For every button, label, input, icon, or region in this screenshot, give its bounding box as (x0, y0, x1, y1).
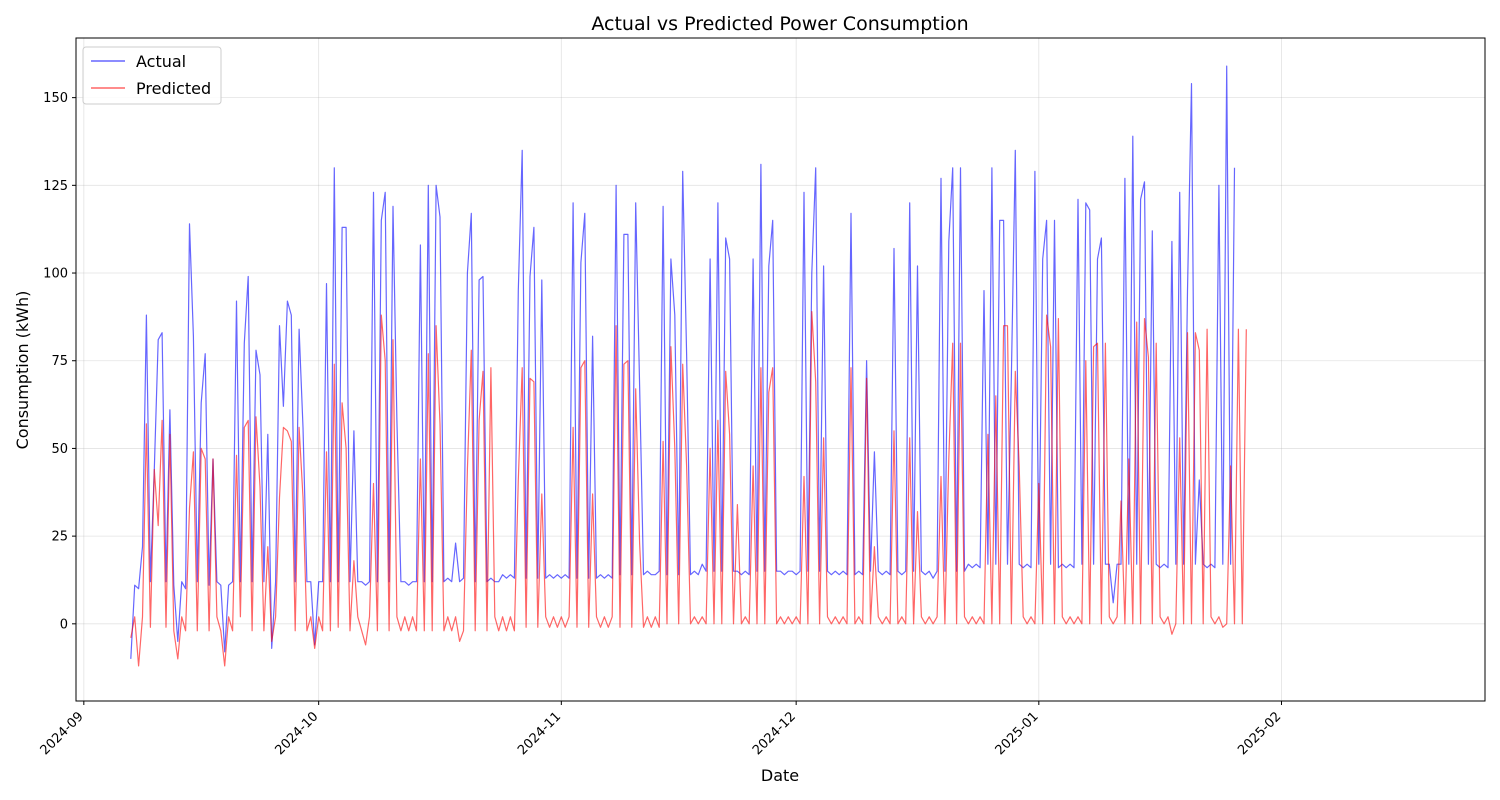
chart-title: Actual vs Predicted Power Consumption (591, 13, 968, 35)
y-tick-label: 150 (43, 91, 68, 106)
plot-frame (75, 37, 1486, 702)
y-axis-title: Consumption (kWh) (13, 291, 32, 450)
x-tick-label: 2025-01 (993, 709, 1042, 758)
x-tick-label: 2025-02 (1235, 709, 1284, 758)
y-tick-label: 0 (60, 617, 68, 632)
x-axis-title: Date (761, 766, 799, 785)
y-tick-label: 50 (51, 442, 68, 457)
x-tick-label: 2024-09 (38, 709, 87, 758)
legend-label-actual: Actual (136, 52, 186, 71)
y-tick-label: 125 (43, 179, 68, 194)
legend: Actual Predicted (82, 46, 222, 105)
x-tick-label: 2024-11 (515, 709, 564, 758)
y-tick-label: 25 (51, 530, 68, 545)
series-line-predicted (130, 311, 1247, 667)
grid-layer (76, 38, 1485, 701)
y-tick-label: 75 (51, 354, 68, 369)
series-layer (130, 65, 1247, 667)
legend-label-predicted: Predicted (136, 79, 211, 98)
x-tick-label: 2024-12 (750, 709, 799, 758)
y-tick-label: 100 (43, 267, 68, 282)
x-tick-label: 2024-10 (272, 709, 321, 758)
